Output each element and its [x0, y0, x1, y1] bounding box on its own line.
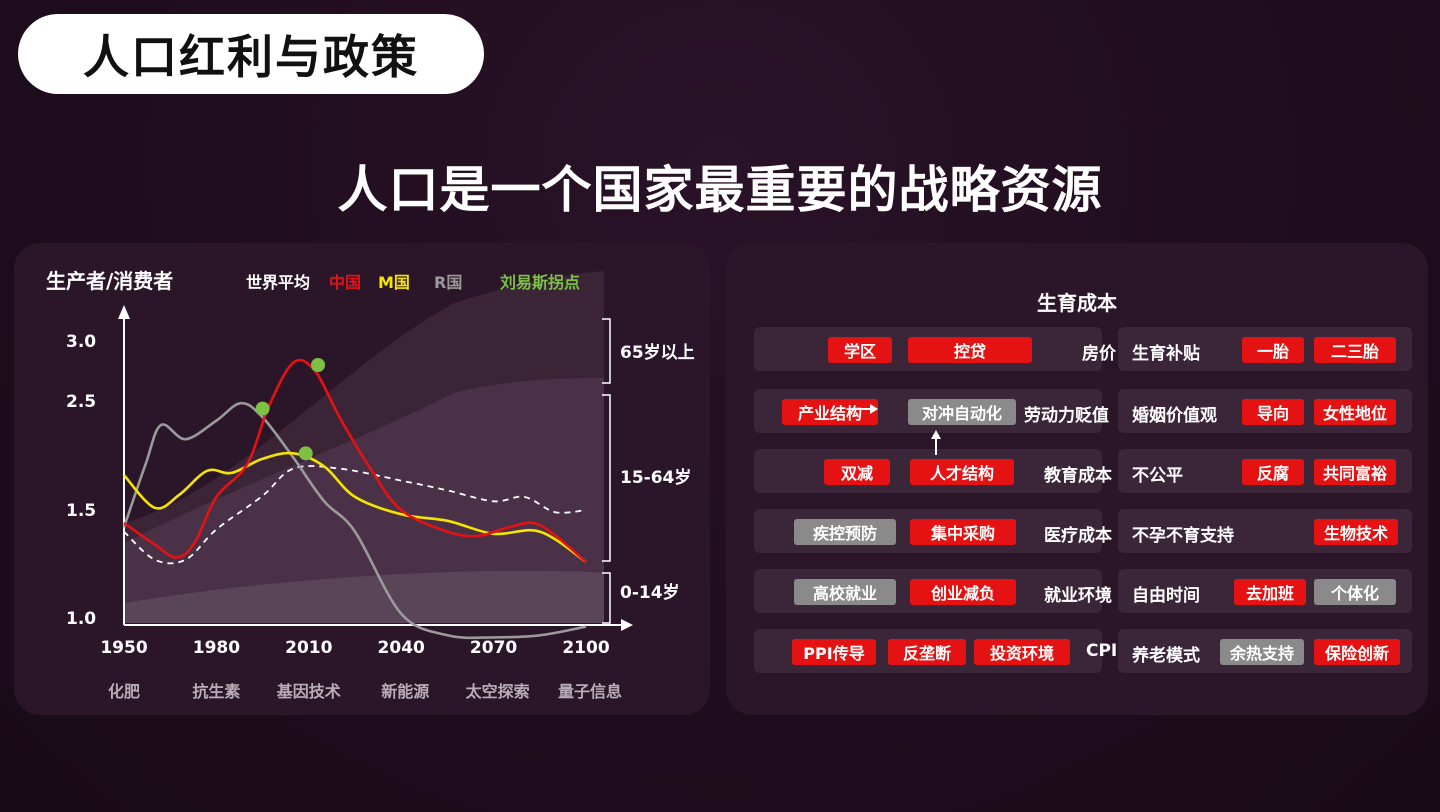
- policy-tag: 人才结构: [910, 459, 1014, 485]
- policy-row-right: 养老模式 余热支持 保险创新: [1118, 629, 1412, 673]
- legend-lewis: 刘易斯拐点: [500, 273, 580, 292]
- policy-row-right: 自由时间 去加班 个体化: [1118, 569, 1412, 613]
- era-label: 化肥: [108, 682, 140, 701]
- age-bracket: [602, 572, 611, 624]
- policy-tag: 集中采购: [910, 519, 1016, 545]
- lewis-turning-point: [255, 401, 270, 416]
- section-title: 人口红利与政策: [83, 30, 419, 84]
- age-band-label: 0-14岁: [620, 582, 680, 603]
- policy-row-label: CPI: [1086, 641, 1118, 661]
- policy-row-label: 不孕不育支持: [1132, 526, 1234, 546]
- policy-tag: 高校就业: [794, 579, 896, 605]
- era-label: 抗生素: [192, 682, 240, 701]
- band-0-14: [124, 571, 604, 623]
- policy-tag: 产业结构: [782, 399, 878, 425]
- series-line-world: [123, 465, 587, 565]
- policy-tag: 创业减负: [910, 579, 1016, 605]
- era-label: 基因技术: [276, 682, 341, 701]
- policy-tag: PPI传导: [792, 639, 876, 665]
- policy-tag: 个体化: [1314, 579, 1396, 605]
- y-tick-label: 1.0: [66, 609, 96, 629]
- policy-tag: 生物技术: [1314, 519, 1398, 545]
- lewis-turning-point: [298, 446, 313, 461]
- policy-tag: 余热支持: [1220, 639, 1304, 665]
- policy-row-right: 婚姻价值观 导向 女性地位: [1118, 389, 1412, 433]
- y-tick-label: 3.0: [66, 332, 96, 352]
- legend-china: 中国: [329, 273, 361, 292]
- policy-row-label: 教育成本: [1044, 466, 1112, 486]
- policy-row-left: 双减 人才结构 教育成本: [754, 449, 1112, 493]
- policy-row-left: 产业结构 对冲自动化 劳动力贬值: [754, 389, 1109, 433]
- age-band-label: 15-64岁: [620, 467, 691, 488]
- policy-tag: 共同富裕: [1314, 459, 1396, 485]
- policy-row-right: 不公平 反腐 共同富裕: [1118, 449, 1412, 493]
- x-tick-label: 1950: [100, 638, 147, 658]
- y-tick-label: 1.5: [66, 501, 96, 521]
- policy-row-left: 高校就业 创业减负 就业环境: [754, 569, 1112, 613]
- policy-tag: 保险创新: [1314, 639, 1400, 665]
- legend-world: 世界平均: [246, 273, 310, 292]
- x-tick-label: 2070: [470, 638, 517, 658]
- policy-tag: 女性地位: [1314, 399, 1396, 425]
- policy-title: 生育成本: [1037, 291, 1117, 315]
- policy-tag: 双减: [824, 459, 890, 485]
- policy-row-label: 就业环境: [1044, 586, 1112, 606]
- age-bracket: [602, 318, 611, 384]
- policy-tag: 二三胎: [1314, 337, 1396, 363]
- section-title-pill: 人口红利与政策: [18, 14, 484, 94]
- policy-tag: 对冲自动化: [908, 399, 1016, 425]
- policy-row-right: 生育补贴 一胎 二三胎: [1118, 327, 1412, 371]
- legend-r: R国: [434, 273, 462, 292]
- policy-row-label: 婚姻价值观: [1132, 406, 1217, 426]
- policy-panel: 生育成本 学区 控贷 房价产业结构 对冲自动化 劳动力贬值双减 人才结构 教育成本疾控预防集…: [726, 243, 1428, 715]
- policy-row-left: PPI传导 反垄断 投资环境 CPI: [754, 629, 1117, 673]
- main-title: 人口是一个国家最重要的战略资源: [337, 161, 1103, 219]
- policy-row-label: 生育补贴: [1132, 344, 1200, 364]
- x-axis-arrow: [621, 619, 633, 631]
- y-axis-arrow: [118, 305, 130, 319]
- era-label: 新能源: [381, 682, 429, 701]
- policy-row-label: 房价: [1082, 344, 1116, 364]
- policy-row-left: 学区 控贷 房价: [754, 327, 1116, 371]
- policy-tag: 学区: [828, 337, 892, 363]
- era-label: 量子信息: [558, 682, 622, 701]
- policy-row-right: 不孕不育支持 生物技术: [1118, 509, 1412, 553]
- age-band-label: 65岁以上: [620, 342, 695, 363]
- x-tick-label: 1980: [193, 638, 240, 658]
- policy-tag: 投资环境: [974, 639, 1070, 665]
- era-label: 太空探索: [465, 682, 530, 701]
- policy-tag: 反垄断: [888, 639, 966, 665]
- chart-panel: 生产者/消费者 世界平均 中国 M国 R国 刘易斯拐点 3.0 2.5 1.5 1.0 1950 19…: [14, 243, 710, 715]
- policy-tag: 控贷: [908, 337, 1032, 363]
- policy-tag: 疾控预防: [794, 519, 896, 545]
- y-tick-label: 2.5: [66, 392, 96, 412]
- policy-tag: 导向: [1242, 399, 1304, 425]
- lewis-turning-point: [311, 358, 326, 372]
- age-bracket: [602, 394, 611, 562]
- x-tick-label: 2010: [285, 638, 332, 658]
- policy-row-label: 不公平: [1132, 466, 1183, 486]
- legend-m: M国: [378, 273, 410, 292]
- policy-tag: 去加班: [1234, 579, 1306, 605]
- policy-row-label: 养老模式: [1132, 646, 1200, 666]
- series-line-r: [122, 401, 587, 640]
- policy-row-label: 医疗成本: [1044, 526, 1112, 546]
- policy-row-label: 自由时间: [1132, 586, 1200, 606]
- policy-tag: 反腐: [1242, 459, 1304, 485]
- policy-row-label: 劳动力贬值: [1024, 406, 1109, 426]
- policy-tag: 一胎: [1242, 337, 1304, 363]
- y-axis-label: 生产者/消费者: [46, 269, 173, 293]
- x-tick-label: 2100: [562, 638, 609, 658]
- x-tick-label: 2040: [378, 638, 425, 658]
- policy-row-left: 疾控预防 集中采购 医疗成本: [754, 509, 1112, 553]
